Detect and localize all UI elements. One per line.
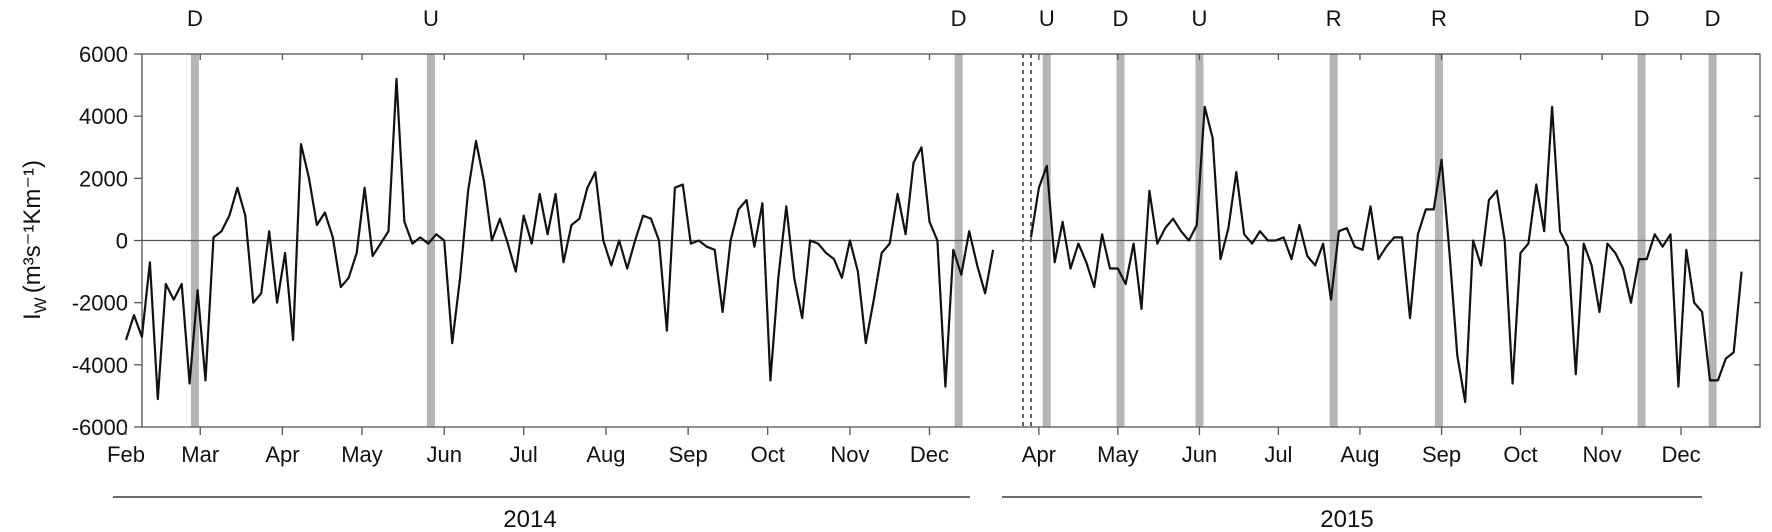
y-tick-label: 2000	[79, 166, 128, 191]
x-tick-label: Apr	[265, 442, 299, 467]
event-label: D	[1113, 6, 1129, 31]
y-tick-label: 4000	[79, 104, 128, 129]
event-label: D	[951, 6, 967, 31]
x-tick-label: Oct	[751, 442, 785, 467]
year-label-2014: 2014	[503, 506, 556, 532]
x-tick-label: Nov	[830, 442, 869, 467]
x-tick-label: Jun	[426, 442, 461, 467]
y-tick-label: -6000	[72, 415, 128, 440]
data-series	[124, 77, 1743, 404]
x-tick-label: Feb	[107, 442, 145, 467]
y-tick-label: 6000	[79, 42, 128, 67]
event-label: U	[1039, 6, 1055, 31]
event-label: D	[187, 6, 203, 31]
x-tick-label: Aug	[1340, 442, 1379, 467]
x-tick-label: Aug	[586, 442, 625, 467]
x-tick-label: May	[1097, 442, 1139, 467]
x-tick-label: Mar	[181, 442, 219, 467]
event-label: U	[423, 6, 439, 31]
y-axis-label-subscript: W	[31, 297, 50, 313]
event-label: R	[1431, 6, 1447, 31]
event-label: D	[1705, 6, 1721, 31]
x-tick-label: Sep	[669, 442, 708, 467]
y-tick-label: -4000	[72, 353, 128, 378]
x-tick-label: Sep	[1422, 442, 1461, 467]
year-label-2015: 2015	[1320, 506, 1373, 532]
x-tick-label: Nov	[1583, 442, 1622, 467]
event-label: U	[1191, 6, 1207, 31]
x-tick-label: Apr	[1022, 442, 1056, 467]
x-tick-label: Dec	[910, 442, 949, 467]
year-axis: 2014 2015	[113, 496, 1702, 532]
y-tick-label: 0	[116, 229, 128, 254]
y-axis-label-units: (m³s⁻¹Km⁻¹)	[19, 160, 46, 293]
series-line	[124, 77, 995, 401]
y-axis-label: IW (m³s⁻¹Km⁻¹)	[19, 160, 50, 320]
series-line	[1029, 105, 1743, 404]
x-tick-label: Oct	[1503, 442, 1537, 467]
y-tick-label: -2000	[72, 291, 128, 316]
x-tick-label: May	[341, 442, 383, 467]
y-axis-label-symbol: I	[19, 313, 46, 320]
y-axis: 6000 4000 2000 0 -2000 -4000 -6000	[72, 42, 1760, 440]
x-tick-label: Jul	[1264, 442, 1292, 467]
x-axis: Feb Mar Apr May Jun Jul Aug Sep Oct Nov Dec Apr May J…	[107, 54, 1701, 467]
event-label: R	[1326, 6, 1342, 31]
x-tick-label: Dec	[1661, 442, 1700, 467]
x-tick-label: Jun	[1182, 442, 1217, 467]
event-label: D	[1634, 6, 1650, 31]
x-tick-label: Jul	[510, 442, 538, 467]
